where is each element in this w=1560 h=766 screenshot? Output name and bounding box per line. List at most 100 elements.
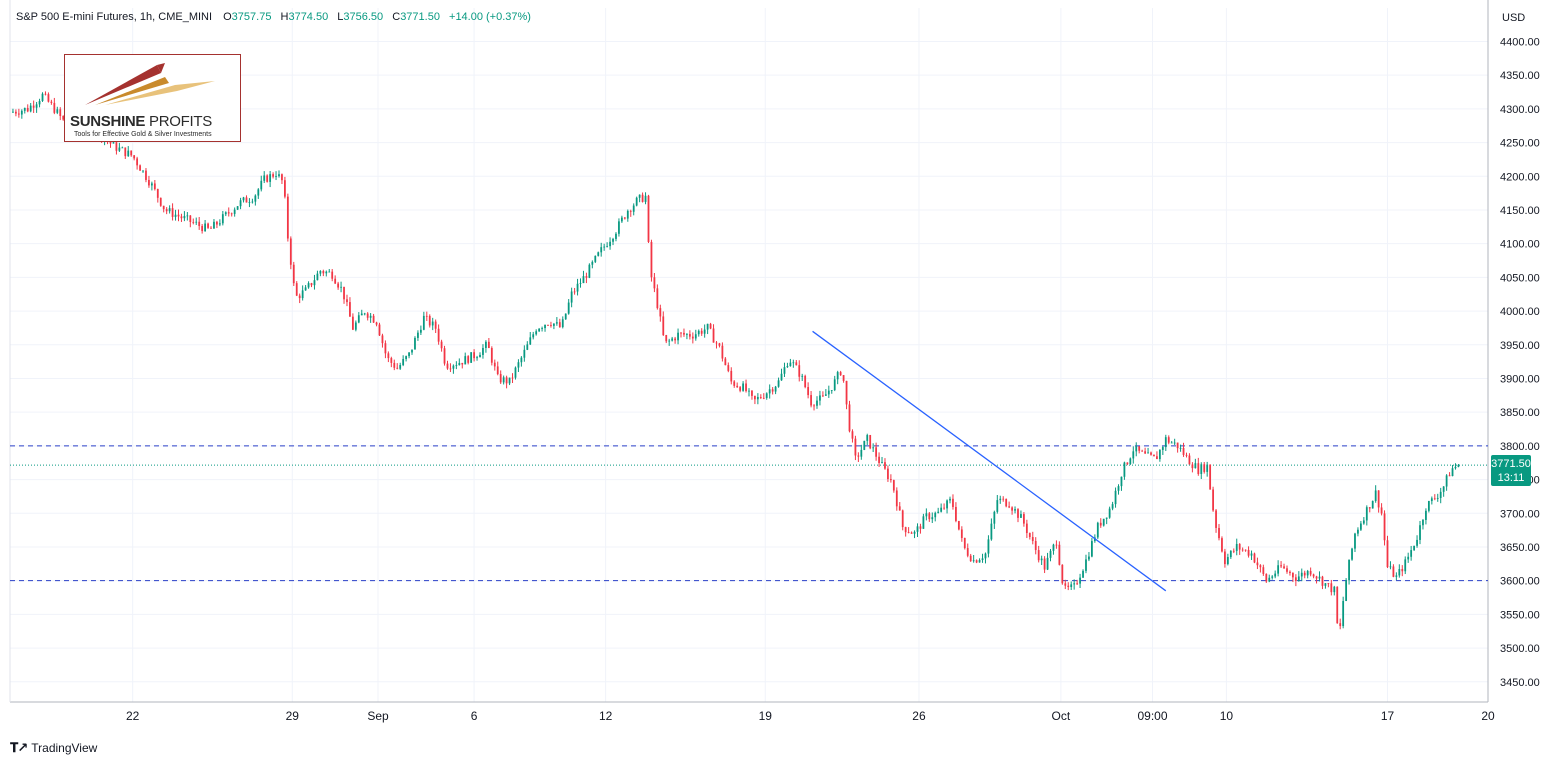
candle-body — [165, 209, 168, 212]
candle-body — [638, 194, 641, 198]
candle-body — [771, 389, 774, 392]
candle-body — [984, 553, 987, 559]
candle-body — [869, 435, 872, 449]
candle-body — [1283, 566, 1285, 569]
candle-body — [1023, 514, 1025, 524]
candle-body — [541, 328, 543, 329]
candle-body — [414, 337, 416, 350]
candle-body — [171, 208, 174, 217]
candle-body — [204, 223, 206, 232]
candle-body — [1430, 498, 1433, 502]
candle-body — [168, 208, 171, 212]
candle-body — [207, 223, 209, 228]
candle-body — [431, 321, 434, 326]
candle-body — [1419, 525, 1421, 540]
close-value: 3771.50 — [400, 11, 440, 23]
candle-body — [1442, 486, 1445, 492]
candle-body — [1371, 500, 1374, 509]
candle-body — [183, 216, 186, 219]
candle-body — [1315, 576, 1318, 579]
candle-body — [972, 560, 975, 562]
candle-body — [1221, 538, 1223, 552]
candle-body — [236, 206, 239, 210]
candle-body — [555, 322, 558, 324]
candle-body — [1336, 586, 1339, 624]
candle-body — [1076, 583, 1079, 585]
candle-body — [618, 221, 620, 234]
candle-body — [774, 386, 777, 392]
candle-body — [721, 345, 724, 359]
price-chart[interactable]: 3450.00 3500.00 3550.00 3600.00 3650.00 3700.… — [0, 0, 1560, 735]
candle-body — [142, 170, 144, 172]
candle-body — [523, 349, 526, 358]
candle-body — [544, 324, 546, 329]
candle-body — [931, 517, 934, 520]
candle-body — [372, 315, 375, 323]
candle-body — [381, 335, 384, 344]
candle-body — [674, 338, 676, 341]
candle-body — [275, 176, 277, 177]
candle-body — [32, 105, 35, 108]
y-tick-label: 4150.00 — [1500, 205, 1540, 217]
candle-body — [736, 385, 739, 388]
tradingview-attribution[interactable]: 𝐓↗ TradingView — [10, 740, 97, 756]
candle-body — [529, 337, 532, 345]
candle-body — [960, 529, 963, 538]
candle-body — [789, 362, 792, 367]
candle-body — [632, 205, 635, 212]
candle-body — [1226, 557, 1229, 565]
candle-body — [700, 330, 703, 334]
candle-body — [842, 375, 845, 381]
candle-body — [535, 331, 538, 335]
candle-body — [677, 332, 679, 341]
candle-body — [597, 252, 600, 256]
candle-body — [1357, 529, 1359, 534]
candle-body — [387, 353, 390, 359]
candle-body — [1392, 566, 1395, 577]
candle-body — [295, 283, 298, 296]
candle-body — [987, 539, 990, 554]
candle-body — [1212, 489, 1214, 511]
candle-body — [576, 283, 579, 292]
candle-body — [623, 217, 626, 219]
y-tick-label: 3650.00 — [1500, 542, 1540, 554]
candle-body — [547, 324, 549, 326]
candle-body — [390, 358, 393, 363]
candle-body — [224, 212, 227, 215]
candle-body — [937, 511, 940, 513]
candle-body — [981, 558, 984, 561]
candle-body — [1395, 575, 1398, 577]
candle-body — [511, 377, 514, 379]
candle-body — [464, 356, 467, 365]
candle-body — [369, 315, 372, 318]
candle-body — [440, 341, 443, 349]
candle-body — [1099, 522, 1102, 526]
candle-body — [1218, 527, 1220, 539]
candle-body — [1090, 541, 1093, 557]
candle-body — [1289, 571, 1291, 573]
candle-body — [502, 377, 505, 383]
chart-canvas[interactable]: 3450.00 3500.00 3550.00 3600.00 3650.00 3700.… — [0, 0, 1560, 735]
candle-body — [999, 498, 1002, 501]
candle-body — [1297, 576, 1300, 581]
candle-body — [1345, 580, 1348, 602]
candle-body — [505, 377, 508, 384]
candle-body — [384, 343, 387, 354]
candle-body — [446, 363, 449, 369]
candle-body — [1061, 564, 1064, 584]
candle-body — [1425, 510, 1427, 520]
candle-body — [1114, 490, 1117, 505]
candle-body — [748, 390, 750, 392]
candle-body — [408, 352, 410, 357]
candle-body — [1182, 447, 1185, 455]
candle-body — [668, 340, 671, 342]
candle-body — [443, 348, 446, 364]
candle-body — [452, 365, 455, 369]
candle-body — [1448, 475, 1451, 477]
candle-body — [1309, 570, 1312, 575]
candle-body — [218, 223, 221, 225]
candle-body — [768, 389, 771, 394]
candle-body — [62, 115, 65, 120]
candle-body — [1161, 447, 1164, 450]
candle-body — [644, 195, 647, 202]
